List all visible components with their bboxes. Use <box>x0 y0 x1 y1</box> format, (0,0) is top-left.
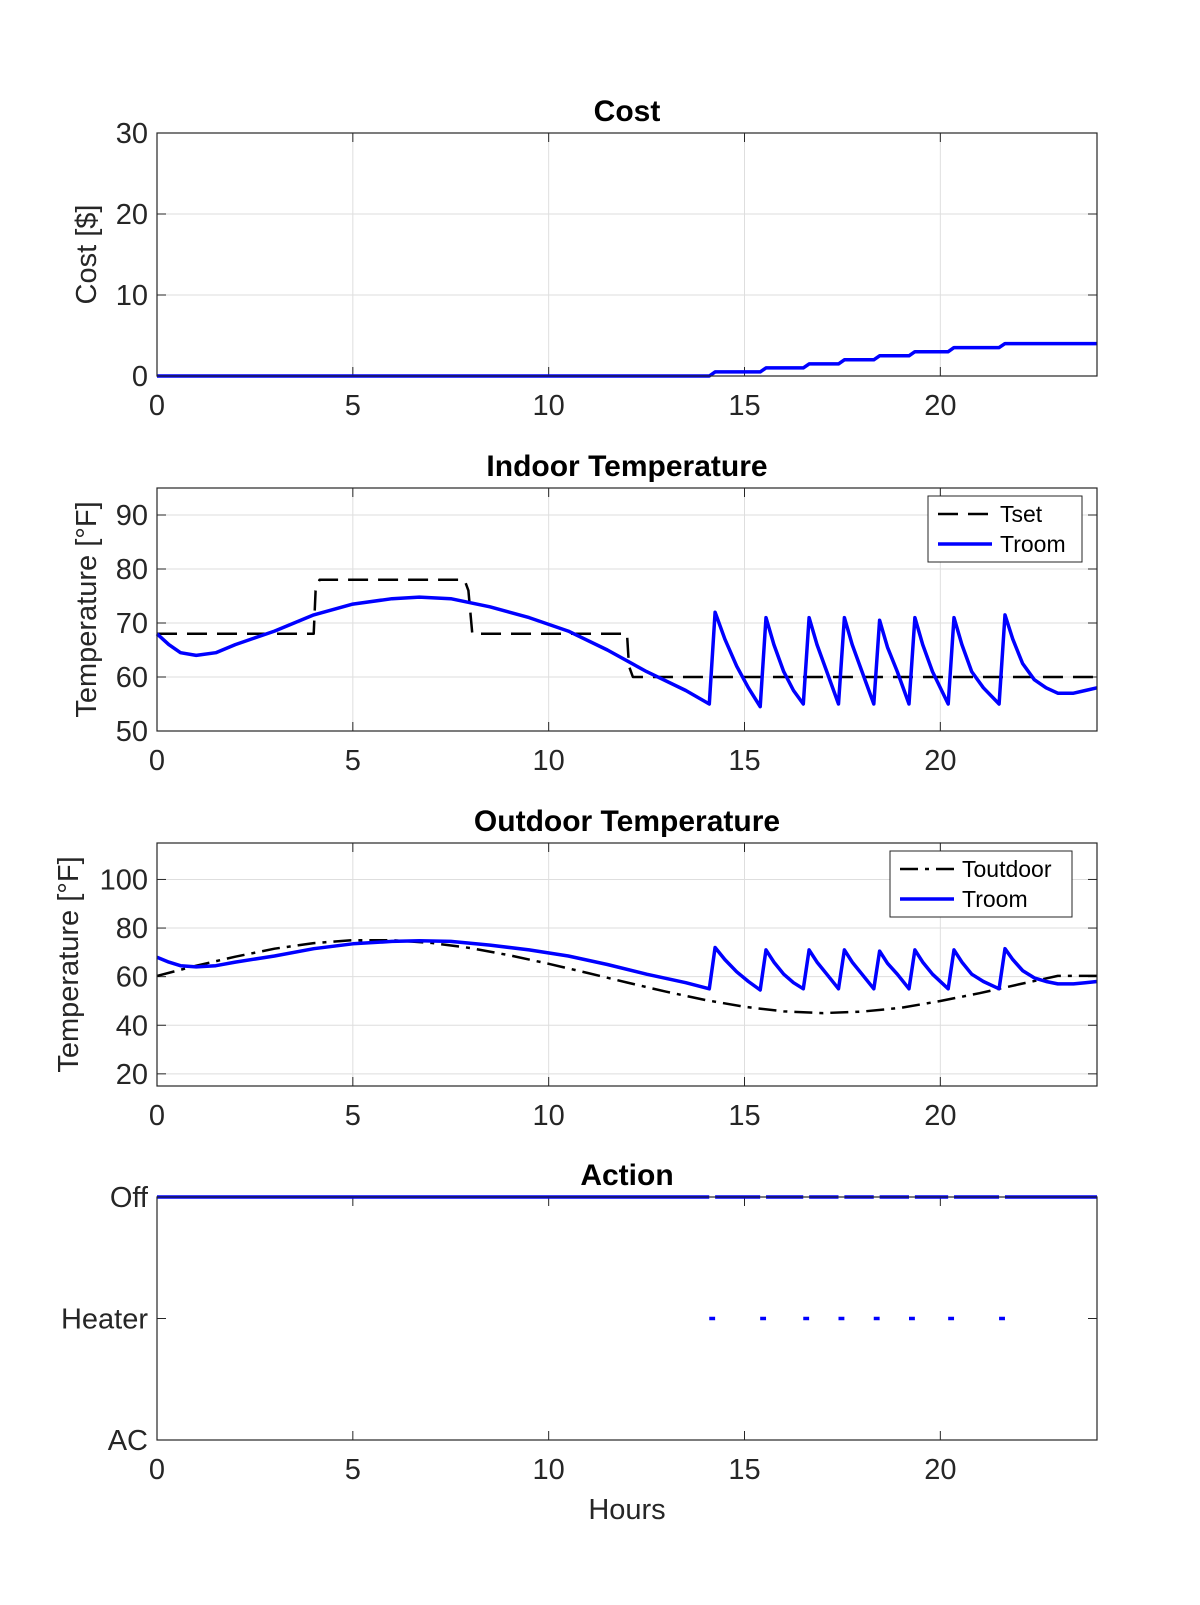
legend-label-troom: Troom <box>962 886 1028 912</box>
chart-title: Cost <box>594 95 661 128</box>
legend: Toutdoor Troom <box>889 850 1073 918</box>
x-tick-label: 0 <box>149 390 165 422</box>
x-tick-label: 10 <box>533 1100 565 1132</box>
x-tick-label: 0 <box>149 1454 165 1486</box>
x-tick-label: 10 <box>533 1454 565 1486</box>
x-tick-label: 5 <box>345 1454 361 1486</box>
axes-box <box>156 1196 1098 1441</box>
x-tick-label: 10 <box>533 745 565 777</box>
y-tick-label: 80 <box>116 913 148 945</box>
x-tick-label: 20 <box>924 745 956 777</box>
x-tick-label: 20 <box>924 1100 956 1132</box>
plot-area <box>157 133 1097 376</box>
legend-label-toutdoor: Toutdoor <box>962 856 1052 882</box>
plot-area <box>157 1197 1097 1440</box>
chart-title: Outdoor Temperature <box>474 805 780 838</box>
axes-box <box>156 132 1098 377</box>
series-line-1 <box>157 341 1097 378</box>
y-tick-label: 30 <box>116 118 148 150</box>
y-tick-label: AC <box>108 1425 148 1457</box>
x-tick-label: 20 <box>924 390 956 422</box>
series-line-troom <box>156 938 1098 992</box>
y-tick-label: 40 <box>116 1010 148 1042</box>
x-tick-label: 15 <box>728 1454 760 1486</box>
y-tick-label: 100 <box>100 864 148 896</box>
y-tick-label: Off <box>110 1182 149 1214</box>
x-tick-label: 0 <box>149 1100 165 1132</box>
y-axis-label: Temperature [°F] <box>71 501 103 717</box>
series-line-toutdoor <box>156 938 1097 1015</box>
axes-box <box>156 487 1098 732</box>
x-tick-label: 0 <box>149 745 165 777</box>
chart-panel-4: 0 5 10 15 20 AC Heater Off Action Hours <box>61 1159 1098 1526</box>
chart-panel-1: 0 5 10 15 20 0 10 20 30 Cost Cost [$] <box>71 95 1098 422</box>
x-tick-label: 15 <box>728 390 760 422</box>
axes-box <box>156 842 1098 1087</box>
x-axis-label: Hours <box>588 1494 665 1526</box>
legend: Tset Troom <box>927 495 1083 563</box>
chart-panel-3: 0 5 10 15 20 20 40 60 80 100 Outdoor Temperature Te… <box>53 805 1098 1132</box>
legend-box <box>927 495 1083 563</box>
y-tick-label: 20 <box>116 1059 148 1091</box>
x-tick-label: 15 <box>728 1100 760 1132</box>
y-axis-label: Temperature [°F] <box>53 856 85 1072</box>
legend-box <box>889 850 1073 918</box>
y-tick-label: 70 <box>116 608 148 640</box>
series-line-tset <box>157 578 1097 679</box>
y-tick-label: 60 <box>116 662 148 694</box>
legend-label-tset: Tset <box>1000 501 1043 527</box>
y-tick-label: 80 <box>116 554 148 586</box>
x-tick-label: 15 <box>728 745 760 777</box>
legend-label-troom: Troom <box>1000 531 1066 557</box>
y-tick-label: 10 <box>116 280 148 312</box>
x-tick-label: 5 <box>345 745 361 777</box>
x-tick-label: 20 <box>924 1454 956 1486</box>
y-tick-label: 60 <box>116 962 148 994</box>
y-tick-label: Heater <box>61 1304 148 1336</box>
y-tick-label: 50 <box>116 716 148 748</box>
y-tick-label: 20 <box>116 199 148 231</box>
y-tick-label: 90 <box>116 500 148 532</box>
y-axis-label: Cost [$] <box>71 205 103 305</box>
series-line-troom <box>155 595 1098 709</box>
x-tick-label: 5 <box>345 1100 361 1132</box>
y-tick-label: 0 <box>132 361 148 393</box>
chart-title: Indoor Temperature <box>486 450 767 483</box>
chart-panel-2: 0 5 10 15 20 50 60 70 80 90 Indoor Temperature Temp… <box>71 450 1098 777</box>
chart-title: Action <box>580 1159 673 1192</box>
x-tick-label: 5 <box>345 390 361 422</box>
x-tick-label: 10 <box>533 390 565 422</box>
